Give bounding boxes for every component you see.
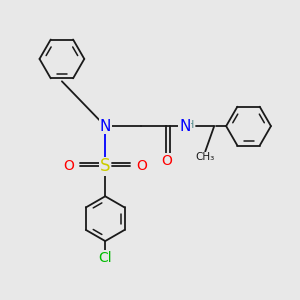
Text: O: O xyxy=(161,154,172,168)
Text: N: N xyxy=(179,118,191,134)
Text: Cl: Cl xyxy=(98,250,112,265)
Text: O: O xyxy=(136,159,147,173)
Text: O: O xyxy=(63,159,74,173)
Text: N: N xyxy=(100,118,111,134)
Text: CH₃: CH₃ xyxy=(196,152,215,163)
Text: H: H xyxy=(186,120,194,130)
Text: S: S xyxy=(100,158,110,175)
